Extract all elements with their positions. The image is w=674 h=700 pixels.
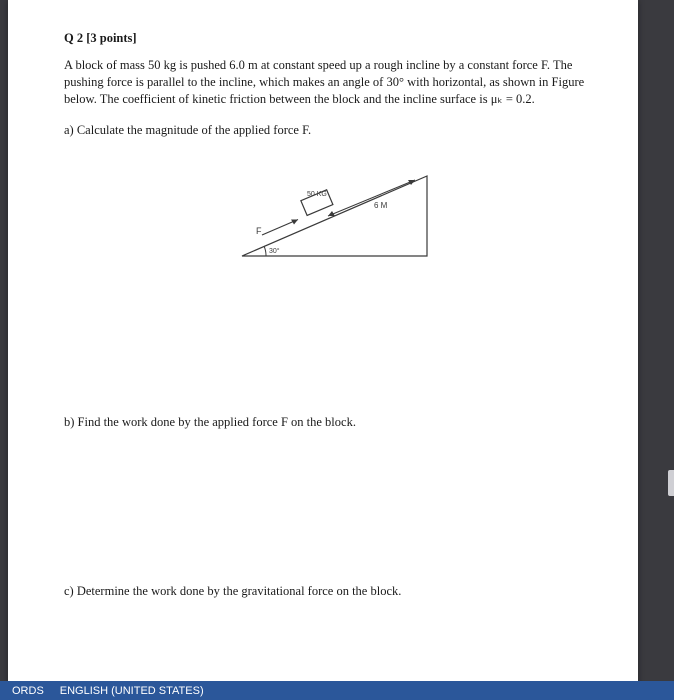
figure-wrap: F 50 KG 6 M 30° — [64, 156, 590, 266]
question-header: Q 2 [3 points] — [64, 30, 590, 47]
question-prompt: A block of mass 50 kg is pushed 6.0 m at… — [64, 57, 590, 108]
part-b: b) Find the work done by the applied for… — [64, 414, 590, 431]
side-handle-icon[interactable] — [668, 470, 674, 496]
force-label: F — [256, 226, 262, 236]
part-a: a) Calculate the magnitude of the applie… — [64, 122, 590, 139]
document-page: Q 2 [3 points] A block of mass 50 kg is … — [8, 0, 638, 685]
status-bar: ORDS ENGLISH (UNITED STATES) — [0, 681, 674, 700]
angle-label: 30° — [269, 247, 280, 255]
mass-label: 50 KG — [307, 191, 327, 198]
workspace-b — [64, 443, 590, 583]
workspace-a — [64, 284, 590, 414]
incline-figure: F 50 KG 6 M 30° — [212, 156, 442, 266]
distance-label: 6 M — [374, 201, 388, 210]
part-c: c) Determine the work done by the gravit… — [64, 583, 590, 600]
status-words[interactable]: ORDS — [4, 681, 52, 700]
status-language[interactable]: ENGLISH (UNITED STATES) — [52, 681, 212, 700]
